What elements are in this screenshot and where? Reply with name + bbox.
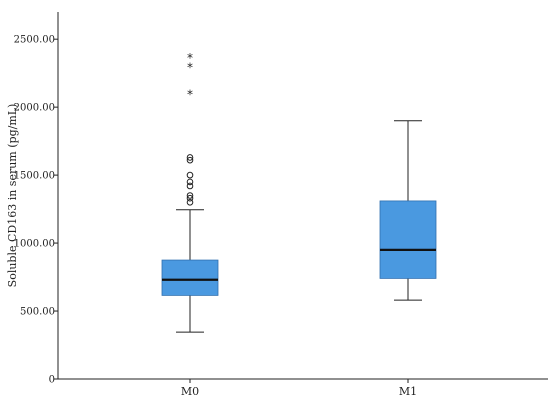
box-group-m1: [379, 120, 437, 301]
axes: 0 500.00 1000.00 1500.00 2000.00 2500.00 M0 M1: [14, 12, 548, 398]
outlier-circle: [186, 192, 194, 199]
outlier-circle: [186, 198, 194, 206]
outlier-circle: [186, 178, 194, 186]
outlier-extreme-star: *: [187, 51, 193, 65]
y-tick-label: 2500.00: [14, 35, 55, 46]
outlier-circle: [186, 182, 194, 190]
outlier-circle: [186, 156, 194, 164]
box-plot-marks: ***: [161, 51, 437, 333]
y-tick-label: 0: [49, 375, 55, 386]
y-tick-label: 2000.00: [14, 103, 55, 114]
outlier-extreme-star: *: [187, 60, 193, 74]
y-tick-label: 1000.00: [14, 239, 55, 250]
outlier-circle: [186, 171, 194, 179]
box-group-m0: ***: [161, 51, 219, 333]
iqr-box: [161, 259, 219, 296]
outlier-extreme-star: *: [187, 88, 193, 102]
y-axis-title: Soluble CD163 in serum (pg/mL): [6, 104, 19, 288]
y-tick-label: 500.00: [20, 307, 55, 318]
outlier-circle: [186, 194, 194, 202]
x-tick-label: M0: [181, 385, 199, 398]
iqr-box: [379, 200, 437, 279]
outlier-circle: [186, 154, 194, 161]
y-tick-label: 1500.00: [14, 171, 55, 182]
x-tick-label: M1: [399, 385, 417, 398]
